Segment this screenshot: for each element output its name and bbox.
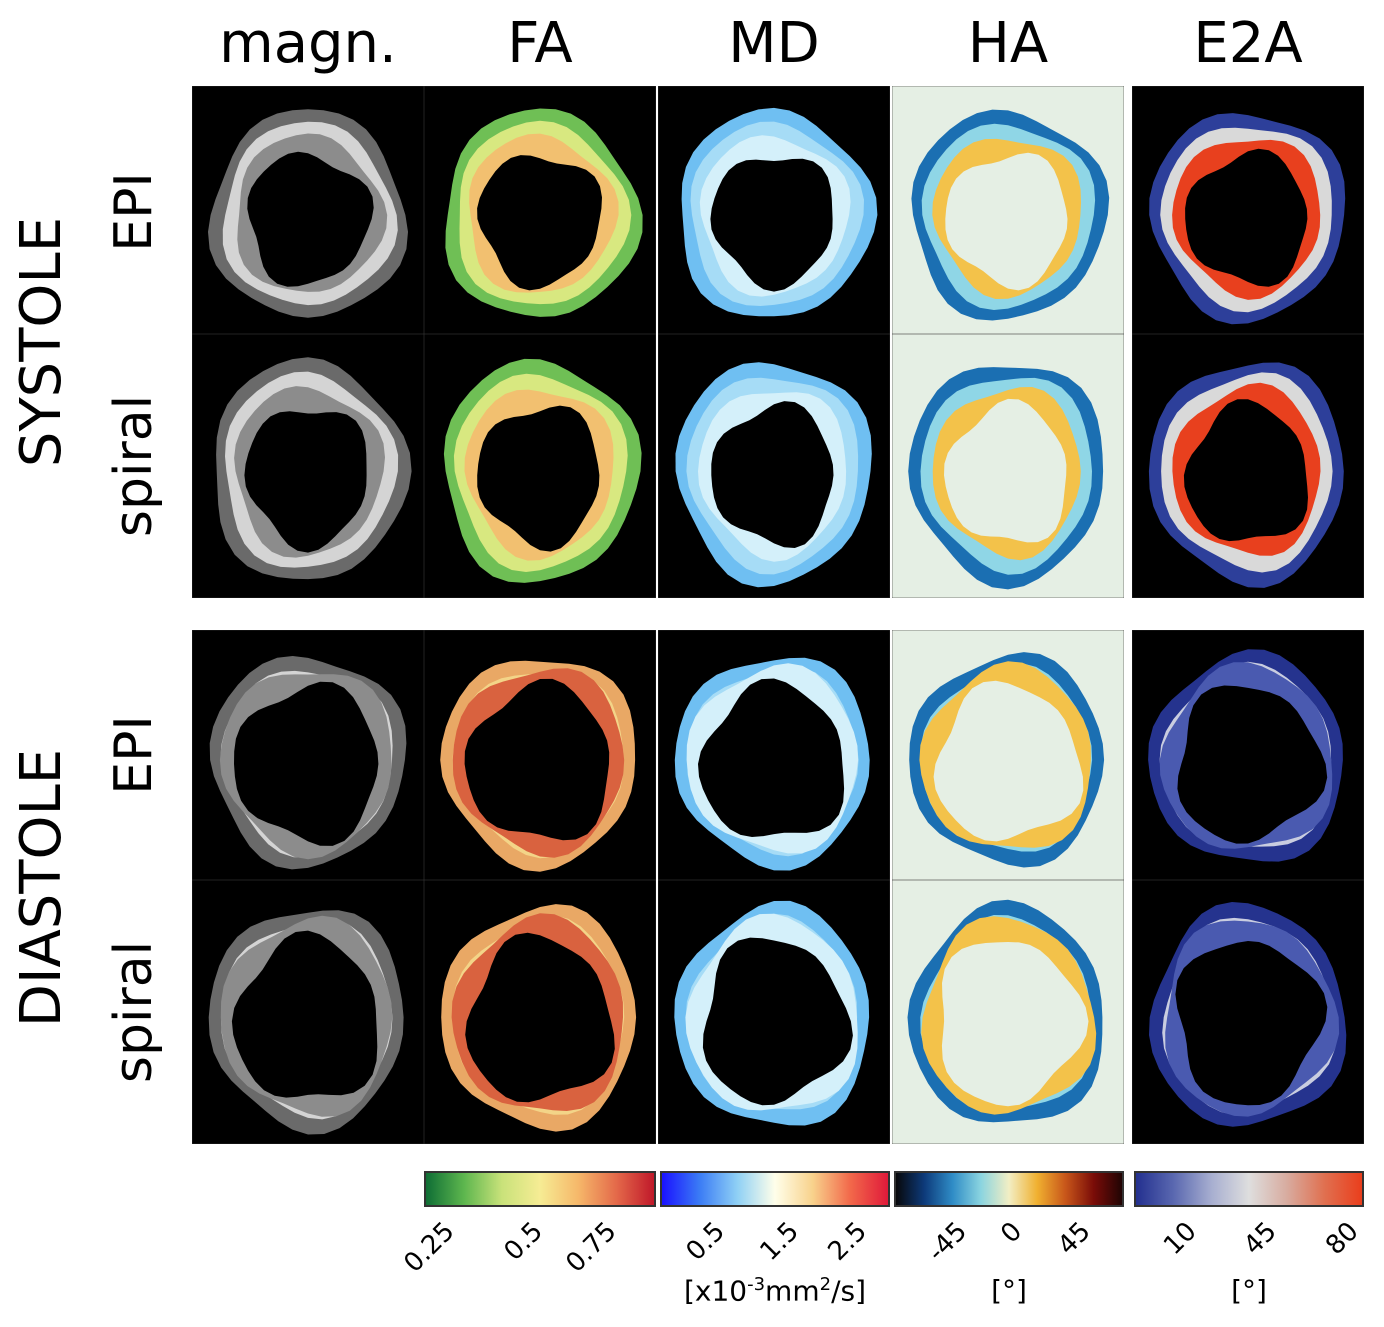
map-tile-e2a [1132, 880, 1364, 1144]
row-label-diastole-spiral: spiral [104, 940, 164, 1084]
ha-tick-label: -45 [921, 1216, 973, 1268]
blood-pool [945, 152, 1068, 291]
fa-tick-label: 0.5 [498, 1216, 549, 1267]
row-label-systole-spiral: spiral [104, 394, 164, 538]
ha-colorbar [894, 1171, 1124, 1207]
md-tick-label: 0.5 [680, 1216, 731, 1267]
e2a-tick-label: 80 [1319, 1216, 1365, 1262]
fa-tick-label: 0.75 [560, 1216, 623, 1279]
group-label-diastole: DIASTOLE [9, 748, 74, 1028]
map-tile-fa [424, 334, 656, 598]
e2a-tick-label: 10 [1157, 1216, 1203, 1262]
blood-pool [941, 942, 1089, 1107]
ha-unit-label: [°] [991, 1274, 1027, 1307]
column-title-e2a: E2A [1193, 11, 1303, 76]
row-label-diastole-epi: EPI [104, 715, 164, 795]
blood-pool [944, 398, 1067, 543]
ring-map-ha [892, 630, 1124, 880]
ring-map-e2a [1132, 630, 1364, 880]
ring-map-fa [424, 334, 656, 598]
blood-pool [465, 932, 615, 1103]
blood-pool [711, 401, 834, 548]
blood-pool [1185, 148, 1308, 287]
blood-pool [1175, 941, 1328, 1106]
map-tile-magn [192, 334, 424, 598]
map-tile-magn [192, 630, 424, 880]
e2a-unit-label: [°] [1231, 1274, 1267, 1307]
ring-map-md [658, 880, 890, 1144]
blood-pool [477, 405, 600, 552]
map-tile-fa [424, 880, 656, 1144]
map-tile-ha [892, 880, 1124, 1144]
column-title-magn: magn. [219, 11, 397, 76]
map-tile-fa [424, 630, 656, 880]
ring-map-ha [892, 880, 1124, 1144]
map-tile-ha [892, 334, 1124, 598]
ring-map-md [658, 630, 890, 880]
map-tile-e2a [1132, 86, 1364, 334]
ring-map-magn [192, 880, 424, 1144]
ring-map-magn [192, 334, 424, 598]
map-tile-fa [424, 86, 656, 334]
md-tick-label: 1.5 [754, 1216, 805, 1267]
ring-map-e2a [1132, 334, 1364, 598]
map-tile-md [658, 86, 890, 334]
ring-map-md [658, 86, 890, 334]
md-unit-label: [x10-3mm2/s] [683, 1274, 867, 1308]
fa-colorbar [424, 1171, 656, 1207]
map-tile-md [658, 630, 890, 880]
ring-map-magn [192, 630, 424, 880]
map-tile-md [658, 334, 890, 598]
blood-pool [710, 158, 833, 292]
blood-pool [1183, 399, 1308, 542]
blood-pool [231, 930, 378, 1098]
e2a-colorbar [1134, 1171, 1364, 1207]
column-title-fa: FA [507, 11, 573, 76]
ha-tick-label: 45 [1051, 1216, 1097, 1262]
group-label-systole: SYSTOLE [9, 216, 74, 468]
map-tile-e2a [1132, 334, 1364, 598]
blood-pool [234, 681, 379, 846]
blood-pool [1177, 685, 1328, 844]
ring-map-e2a [1132, 880, 1364, 1144]
ring-map-fa [424, 880, 656, 1144]
blood-pool [244, 411, 367, 553]
ring-map-ha [892, 334, 1124, 598]
ring-map-e2a [1132, 86, 1364, 334]
fa-tick-label: 0.25 [398, 1216, 461, 1279]
ring-map-ha [892, 86, 1124, 334]
map-tile-magn [192, 880, 424, 1144]
blood-pool [698, 678, 845, 837]
md-colorbar [660, 1171, 890, 1207]
map-tile-md [658, 880, 890, 1144]
e2a-tick-label: 45 [1237, 1216, 1283, 1262]
map-tile-e2a [1132, 630, 1364, 880]
blood-pool [464, 678, 610, 841]
row-label-systole-epi: EPI [104, 172, 164, 252]
blood-pool [247, 151, 374, 287]
ring-map-md [658, 334, 890, 598]
ring-map-fa [424, 86, 656, 334]
blood-pool [933, 680, 1084, 842]
ha-tick-label: 0 [995, 1216, 1029, 1250]
ring-map-fa [424, 630, 656, 880]
map-tile-ha [892, 86, 1124, 334]
column-title-md: MD [728, 11, 820, 76]
column-title-ha: HA [967, 11, 1049, 76]
ring-map-magn [192, 86, 424, 334]
map-tile-ha [892, 630, 1124, 880]
map-tile-magn [192, 86, 424, 334]
md-tick-label: 2.5 [822, 1216, 873, 1267]
blood-pool [477, 155, 602, 291]
blood-pool [702, 937, 853, 1106]
